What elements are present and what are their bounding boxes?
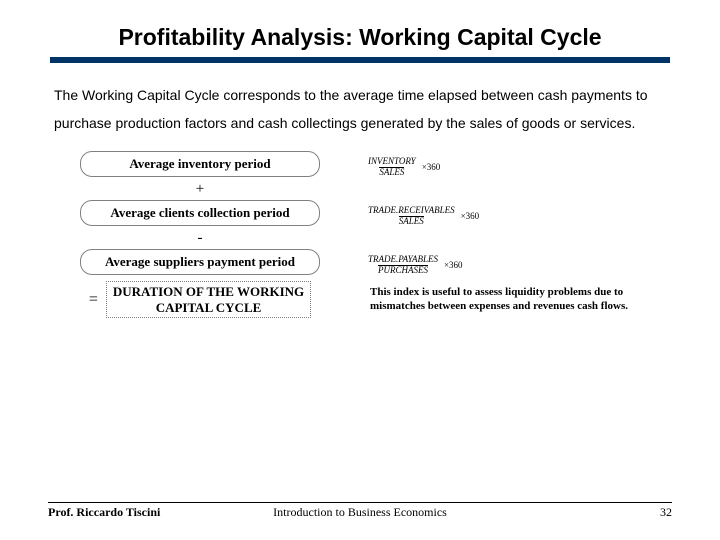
formula-den: SALES xyxy=(379,167,404,177)
formula-inventory: INVENTORY SALES ×360 xyxy=(368,157,440,177)
row-inventory: Average inventory period INVENTORY SALES… xyxy=(40,151,680,177)
operator-minus: - xyxy=(40,230,360,247)
row-suppliers: Average suppliers payment period TRADE.P… xyxy=(40,249,680,275)
formula-suppliers: TRADE.PAYABLES PURCHASES ×360 xyxy=(368,255,463,275)
row-clients: Average clients collection period TRADE.… xyxy=(40,200,680,226)
note-text: This index is useful to assess liquidity… xyxy=(360,286,680,314)
footer-author: Prof. Riccardo Tiscini xyxy=(48,505,160,520)
cycle-rows: Average inventory period INVENTORY SALES… xyxy=(40,151,680,318)
formula-den: PURCHASES xyxy=(378,265,428,275)
formula-num: INVENTORY xyxy=(368,157,416,166)
operator-equals: = xyxy=(89,291,98,309)
formula-num: TRADE.PAYABLES xyxy=(368,255,438,264)
result-box: DURATION OF THE WORKING CAPITAL CYCLE xyxy=(106,281,311,318)
formula-mult: ×360 xyxy=(444,260,463,270)
formula-mult: ×360 xyxy=(461,211,480,221)
formula-den: SALES xyxy=(399,216,424,226)
footer-divider xyxy=(48,502,672,503)
formula-clients: TRADE.RECEIVABLES SALES ×360 xyxy=(368,206,479,226)
result-line1: DURATION OF THE WORKING xyxy=(113,284,304,300)
operator-plus: + xyxy=(40,181,360,198)
footer-page: 32 xyxy=(660,505,672,520)
pill-clients: Average clients collection period xyxy=(80,200,320,226)
description-text: The Working Capital Cycle corresponds to… xyxy=(54,81,666,137)
footer-course: Introduction to Business Economics xyxy=(273,505,447,520)
result-row: = DURATION OF THE WORKING CAPITAL CYCLE … xyxy=(40,281,680,318)
footer: Prof. Riccardo Tiscini Introduction to B… xyxy=(40,492,680,520)
page-title: Profitability Analysis: Working Capital … xyxy=(50,24,670,63)
pill-inventory: Average inventory period xyxy=(80,151,320,177)
pill-suppliers: Average suppliers payment period xyxy=(80,249,320,275)
formula-mult: ×360 xyxy=(422,162,441,172)
formula-num: TRADE.RECEIVABLES xyxy=(368,206,455,215)
result-line2: CAPITAL CYCLE xyxy=(113,300,304,316)
